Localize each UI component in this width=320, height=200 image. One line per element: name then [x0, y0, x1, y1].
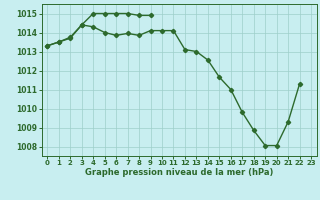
X-axis label: Graphe pression niveau de la mer (hPa): Graphe pression niveau de la mer (hPa) [85, 168, 273, 177]
